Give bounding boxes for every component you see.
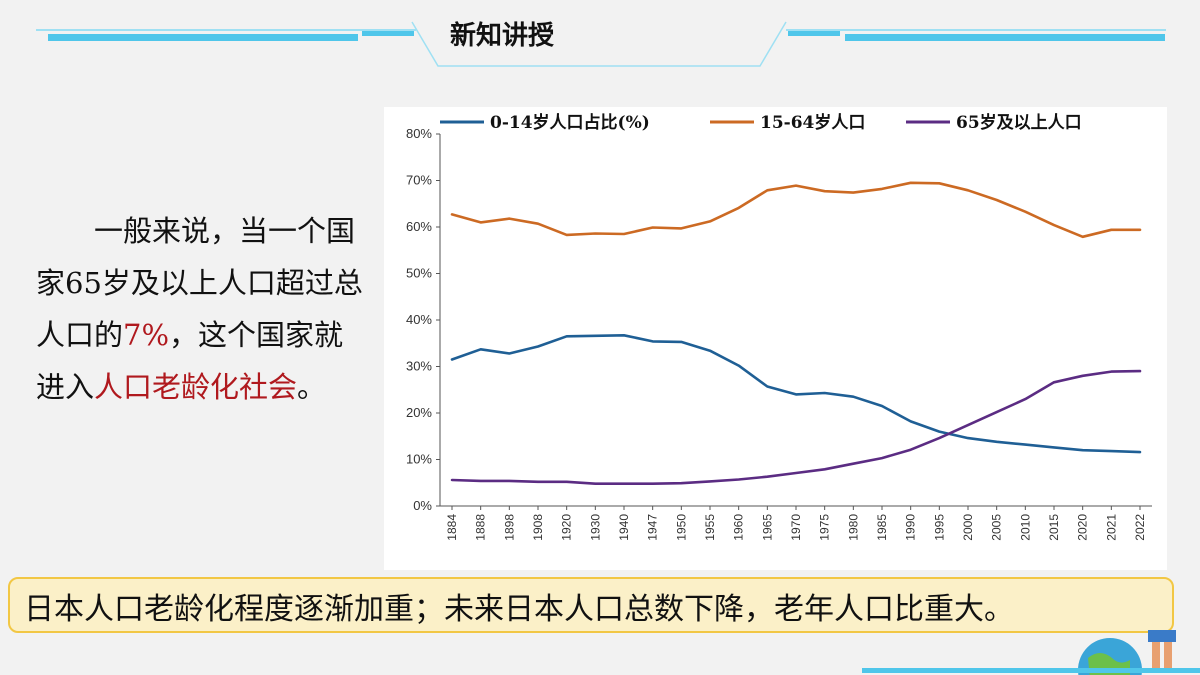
legend-label-1: 15-64岁人口 (760, 112, 865, 133)
x-tick-label: 1970 (789, 514, 803, 541)
x-tick-label: 1908 (531, 514, 545, 541)
chart-svg: 0% 10% 20% 30% 40% 50% 60% 70% 80% 1884 1888 1898 19… (406, 112, 1152, 541)
x-tick-label: 1947 (646, 514, 660, 541)
x-tick-label: 1965 (760, 514, 774, 541)
globe-icon (1078, 630, 1176, 675)
header-line-left (36, 29, 416, 31)
header-bar-right-short (788, 31, 840, 36)
y-tick-label: 10% (406, 452, 432, 467)
x-tick-label: 2015 (1047, 514, 1061, 541)
x-tick-label: 1930 (588, 514, 602, 541)
y-tick-label: 40% (406, 312, 432, 327)
slide-title: 新知讲授 (450, 21, 555, 51)
x-tick-label: 2010 (1018, 514, 1032, 541)
x-tick-label: 2000 (961, 514, 975, 541)
series-line-1 (450, 181, 1142, 239)
body-text: 一般来说，当一个国家65岁及以上人口超过总人口的 (36, 214, 363, 352)
header-line-right (786, 29, 1166, 31)
highlighted-text: 人口老龄化社会 (94, 370, 298, 404)
x-tick-label: 1975 (818, 514, 832, 541)
x-tick-label: 1980 (846, 514, 860, 541)
header-bar-left (48, 34, 358, 41)
x-tick-label: 1920 (560, 514, 574, 541)
bottom-accent-line (862, 668, 1200, 673)
x-tick-label: 1898 (502, 514, 516, 541)
header-bar-right (845, 34, 1165, 41)
population-chart: 0% 10% 20% 30% 40% 50% 60% 70% 80% 1884 1888 1898 19… (384, 107, 1167, 570)
x-tick-label: 1940 (617, 514, 631, 541)
y-tick-label: 80% (406, 126, 432, 141)
y-tick-label: 20% (406, 405, 432, 420)
x-tick-label: 1950 (674, 514, 688, 541)
legend-label-0: 0-14岁人口占比(%) (490, 112, 650, 133)
x-tick-label: 1955 (703, 514, 717, 541)
y-tick-label: 0% (413, 498, 432, 513)
title-frame (411, 21, 787, 67)
x-tick-label: 1888 (474, 514, 488, 541)
x-tick-label: 1884 (445, 514, 459, 541)
series-line-0 (450, 334, 1142, 454)
body-text: ，这个国家就进入 (36, 318, 344, 404)
y-tick-label: 60% (406, 219, 432, 234)
x-tick-label: 1985 (875, 514, 889, 541)
side-explanation: 一般来说，当一个国家65岁及以上人口超过总人口的7%，这个国家就进入人口老龄化社… (36, 205, 366, 413)
caption-text: 日本人口老龄化程度逐渐加重；未来日本人口总数下降，老年人口比重大。 (24, 592, 1014, 627)
x-tick-label: 2022 (1133, 514, 1147, 541)
x-tick-label: 1995 (932, 514, 946, 541)
y-tick-label: 70% (406, 173, 432, 188)
x-tick-label: 2020 (1076, 514, 1090, 541)
header-bar-left-short (362, 31, 414, 36)
x-tick-label: 1960 (732, 514, 746, 541)
legend-label-2: 65岁及以上人口 (956, 112, 1082, 133)
y-tick-label: 30% (406, 359, 432, 374)
x-tick-label: 2021 (1104, 514, 1118, 541)
body-text: 。 (297, 370, 327, 404)
x-tick-label: 1990 (904, 514, 918, 541)
x-tick-label: 2005 (990, 514, 1004, 541)
highlighted-text: 7% (123, 318, 170, 352)
y-tick-label: 50% (406, 266, 432, 281)
series-line-2 (450, 369, 1142, 486)
caption-box: 日本人口老龄化程度逐渐加重；未来日本人口总数下降，老年人口比重大。 (8, 577, 1174, 633)
